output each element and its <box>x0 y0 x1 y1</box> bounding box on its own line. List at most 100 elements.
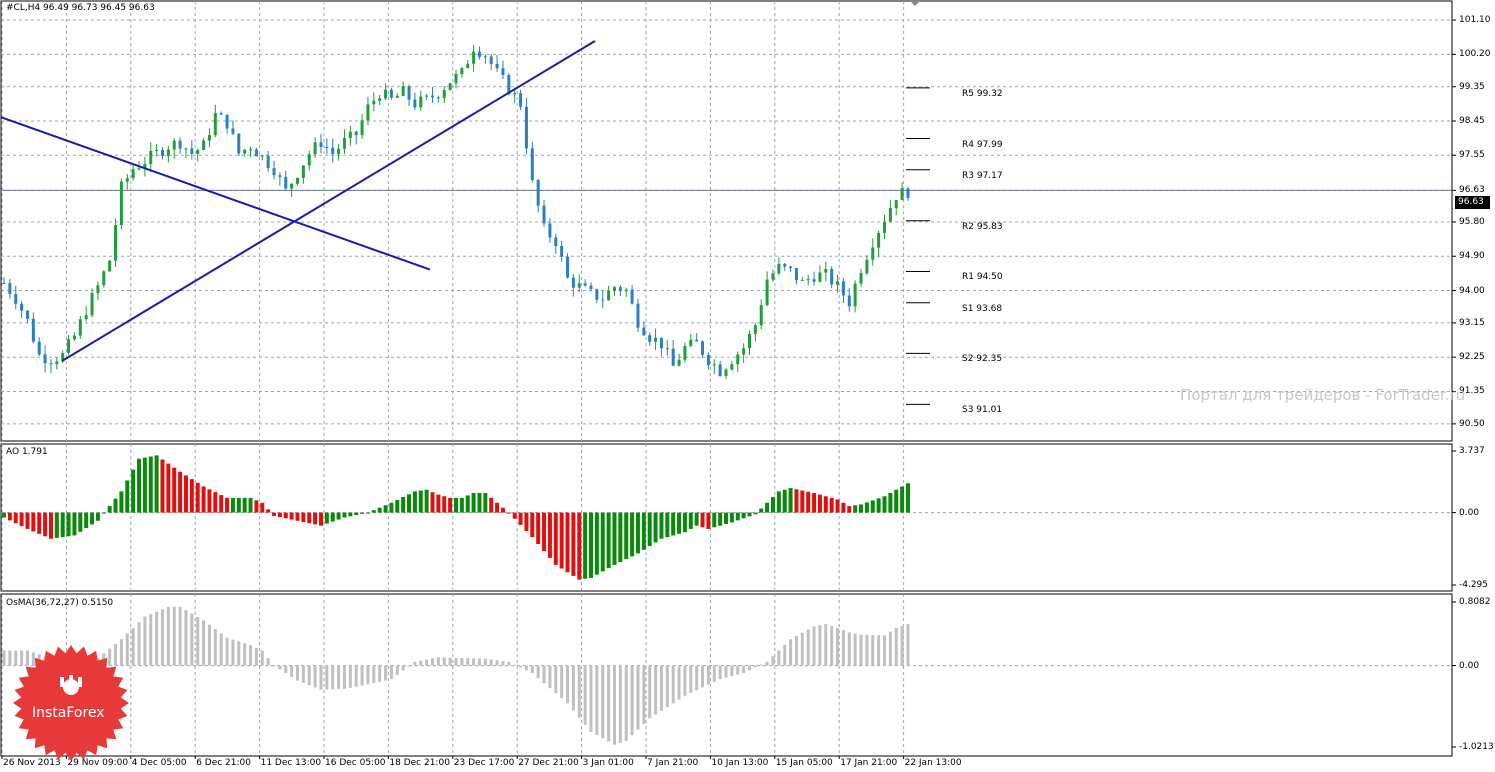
osma-bar <box>155 611 159 666</box>
osma-bar <box>654 665 658 715</box>
ao-bar <box>377 507 382 513</box>
osma-bar <box>689 665 693 693</box>
candle <box>20 301 24 319</box>
time-axis-label: 6 Dec 21:00 <box>196 758 251 768</box>
osma-bar <box>548 665 552 689</box>
trendline-support[interactable] <box>61 40 596 362</box>
candle <box>202 137 206 151</box>
ao-bar <box>107 506 112 513</box>
axis-tick-label: 94.00 <box>1459 285 1485 296</box>
candle <box>489 54 493 70</box>
candle <box>671 339 675 366</box>
osma-bar <box>900 626 904 666</box>
candle <box>706 352 710 370</box>
candle <box>836 274 840 293</box>
axis-tick-label: 0.00 <box>1459 660 1480 671</box>
candle <box>384 83 388 100</box>
osma-bar <box>20 650 24 666</box>
ao-bar <box>242 497 247 513</box>
osma-bar <box>742 665 746 674</box>
ao-bar <box>823 496 828 513</box>
candle <box>812 271 816 286</box>
ao-bar <box>313 512 318 525</box>
osma-bar <box>348 665 352 688</box>
osma-bar <box>401 665 405 671</box>
ao-bar <box>765 502 770 513</box>
candle <box>184 147 188 158</box>
ao-bar <box>782 489 787 513</box>
candle <box>654 328 658 351</box>
candle <box>307 150 311 171</box>
ao-bar <box>178 471 183 513</box>
ao-bar <box>172 467 177 513</box>
osma-bar <box>172 606 176 666</box>
osma-bar <box>31 652 35 666</box>
osma-bar <box>178 606 182 666</box>
ao-bar <box>864 502 869 513</box>
osma-bar <box>583 665 587 725</box>
candle <box>771 269 775 282</box>
osma-bar <box>360 665 364 686</box>
candle <box>213 104 217 138</box>
osma-bar <box>190 613 194 666</box>
ao-bar <box>495 502 500 513</box>
candle <box>883 214 886 239</box>
candle <box>319 133 323 154</box>
ao-bar <box>453 497 458 513</box>
ao-bar <box>483 493 488 513</box>
ao-bar <box>60 512 65 538</box>
osma-bar <box>14 650 18 666</box>
ao-bar <box>506 512 511 514</box>
osma-bar <box>466 658 470 666</box>
osma-bar <box>671 665 675 704</box>
ao-bar <box>295 512 300 521</box>
osma-bar <box>166 606 170 666</box>
ao-bar <box>195 482 200 513</box>
candle <box>278 171 282 186</box>
candle <box>783 262 787 271</box>
candle <box>712 359 716 374</box>
candle <box>90 288 94 318</box>
shift-marker[interactable] <box>910 1 920 6</box>
ao-bar <box>336 512 341 520</box>
candle <box>272 160 276 180</box>
trendline-resistance[interactable] <box>0 116 431 271</box>
ao-bar <box>154 455 159 513</box>
ao-bar <box>500 507 505 513</box>
axis-tick-label: -4.295 <box>1459 580 1489 590</box>
candle <box>794 268 798 285</box>
osma-bar <box>765 661 769 666</box>
osma-bar <box>342 665 346 689</box>
candle <box>683 342 687 363</box>
time-axis-label: 26 Nov 2013 <box>3 758 61 768</box>
candle <box>806 274 810 286</box>
candle <box>389 88 393 100</box>
ao-bar <box>230 497 235 513</box>
candle <box>701 340 705 358</box>
osma-bar <box>278 665 282 670</box>
osma-bar <box>536 665 540 679</box>
osma-bar <box>501 661 505 666</box>
ao-bar <box>547 512 552 558</box>
osma-bar <box>888 631 892 666</box>
candle <box>777 257 781 276</box>
ao-bar <box>324 512 329 524</box>
ao-bar <box>606 512 611 569</box>
ao-bar <box>84 512 89 529</box>
ao-bar <box>37 512 42 534</box>
osma-bar <box>419 660 423 666</box>
ao-bar <box>142 457 147 513</box>
ao-bar <box>677 512 682 534</box>
candle <box>296 177 299 186</box>
ao-bar <box>418 490 423 513</box>
candle <box>618 284 622 297</box>
axis-tick-label: 93.15 <box>1459 317 1485 328</box>
candle <box>906 186 910 201</box>
candle <box>43 345 47 373</box>
osma-bar <box>243 643 247 666</box>
osma-bar <box>225 637 229 666</box>
osma-bar <box>325 665 329 690</box>
time-axis-label: 3 Jan 01:00 <box>582 758 634 768</box>
osma-bar <box>836 627 840 666</box>
